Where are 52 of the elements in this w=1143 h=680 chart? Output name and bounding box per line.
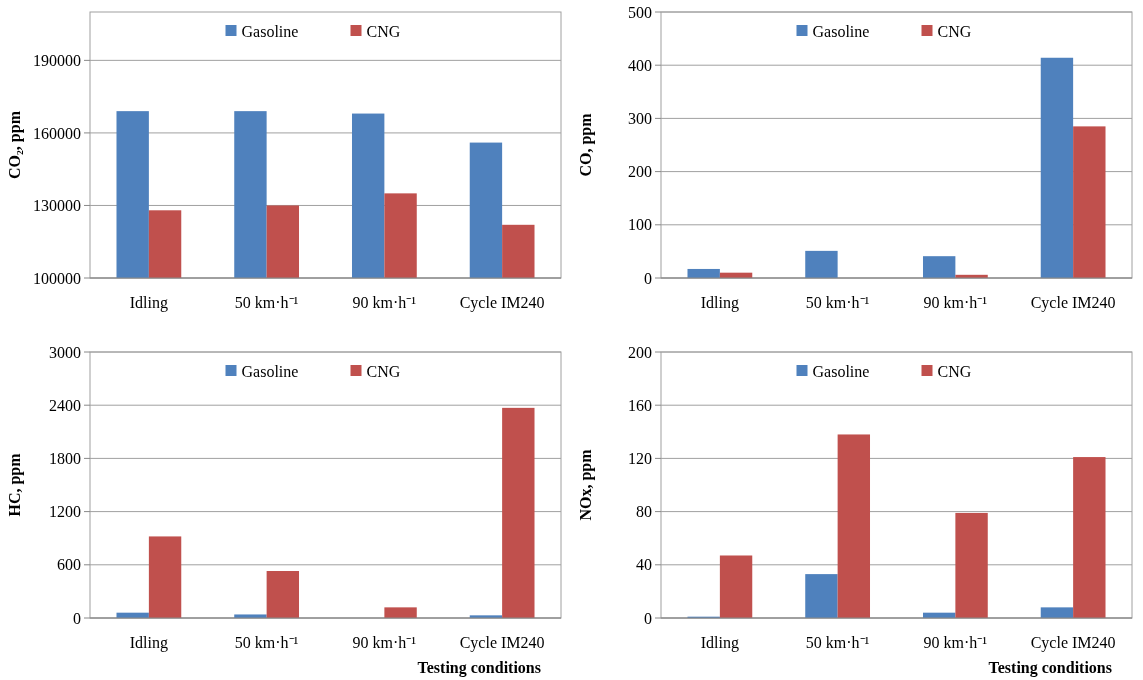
legend-label: CNG [937,362,972,380]
y-tick-label: 400 [628,56,652,74]
x-tick-label: Cycle IM240 [459,294,545,312]
x-tick-label: Cycle IM240 [1030,294,1116,312]
y-tick-label: 1200 [49,503,81,521]
y-tick-label: 2400 [49,396,81,414]
legend-label: Gasoline [241,22,299,40]
y-tick-label: 120 [628,450,652,467]
x-tick-label: Idling [129,634,168,652]
y-tick-label: 160000 [33,124,81,142]
legend-label: Gasoline [812,362,870,380]
y-tick-label: 0 [644,609,652,627]
legend-label: Gasoline [241,362,299,380]
y-tick-label: 190000 [33,51,81,69]
legend-label: CNG [937,22,972,40]
legend-label: Gasoline [812,22,870,40]
legend-label: CNG [366,22,401,40]
x-axis-title: Testing conditions [988,659,1112,677]
legend-label: CNG [366,362,401,380]
y-axis-title: HC, ppm [6,452,24,517]
x-tick-label: Cycle IM240 [459,634,545,652]
y-tick-label: 200 [628,163,652,181]
y-tick-label: 1800 [49,450,81,467]
x-tick-label: Idling [129,294,168,312]
y-axis-title: CO, ppm [577,112,595,177]
x-tick-label: Idling [700,294,739,312]
x-tick-label: Cycle IM240 [1030,634,1116,652]
y-tick-label: 100000 [33,269,81,287]
x-tick-label: 90 km·h⁻¹ [923,634,988,651]
x-tick-label: 50 km·h⁻¹ [234,294,299,311]
x-tick-label: Idling [700,634,739,652]
y-tick-label: 160 [628,396,652,414]
y-axis-title: NOx, ppm [577,448,595,521]
y-tick-label: 100 [628,216,652,234]
x-tick-label: 90 km·h⁻¹ [352,634,417,651]
y-tick-label: 80 [636,503,652,521]
x-tick-label: 50 km·h⁻¹ [234,634,299,651]
y-tick-label: 600 [57,556,81,574]
x-tick-label: 50 km·h⁻¹ [805,634,870,651]
y-tick-label: 200 [628,343,652,361]
y-tick-label: 300 [628,110,652,127]
x-tick-label: 90 km·h⁻¹ [923,294,988,311]
y-tick-label: 0 [73,609,81,627]
y-tick-label: 500 [628,3,652,21]
y-tick-label: 3000 [49,343,81,361]
x-tick-label: 90 km·h⁻¹ [352,294,417,311]
x-tick-label: 50 km·h⁻¹ [805,294,870,311]
x-axis-title: Testing conditions [417,659,541,677]
y-tick-label: 40 [636,556,652,574]
y-tick-label: 0 [644,269,652,287]
y-axis-title: CO₂, ppm [6,110,24,179]
y-tick-label: 130000 [33,197,81,215]
